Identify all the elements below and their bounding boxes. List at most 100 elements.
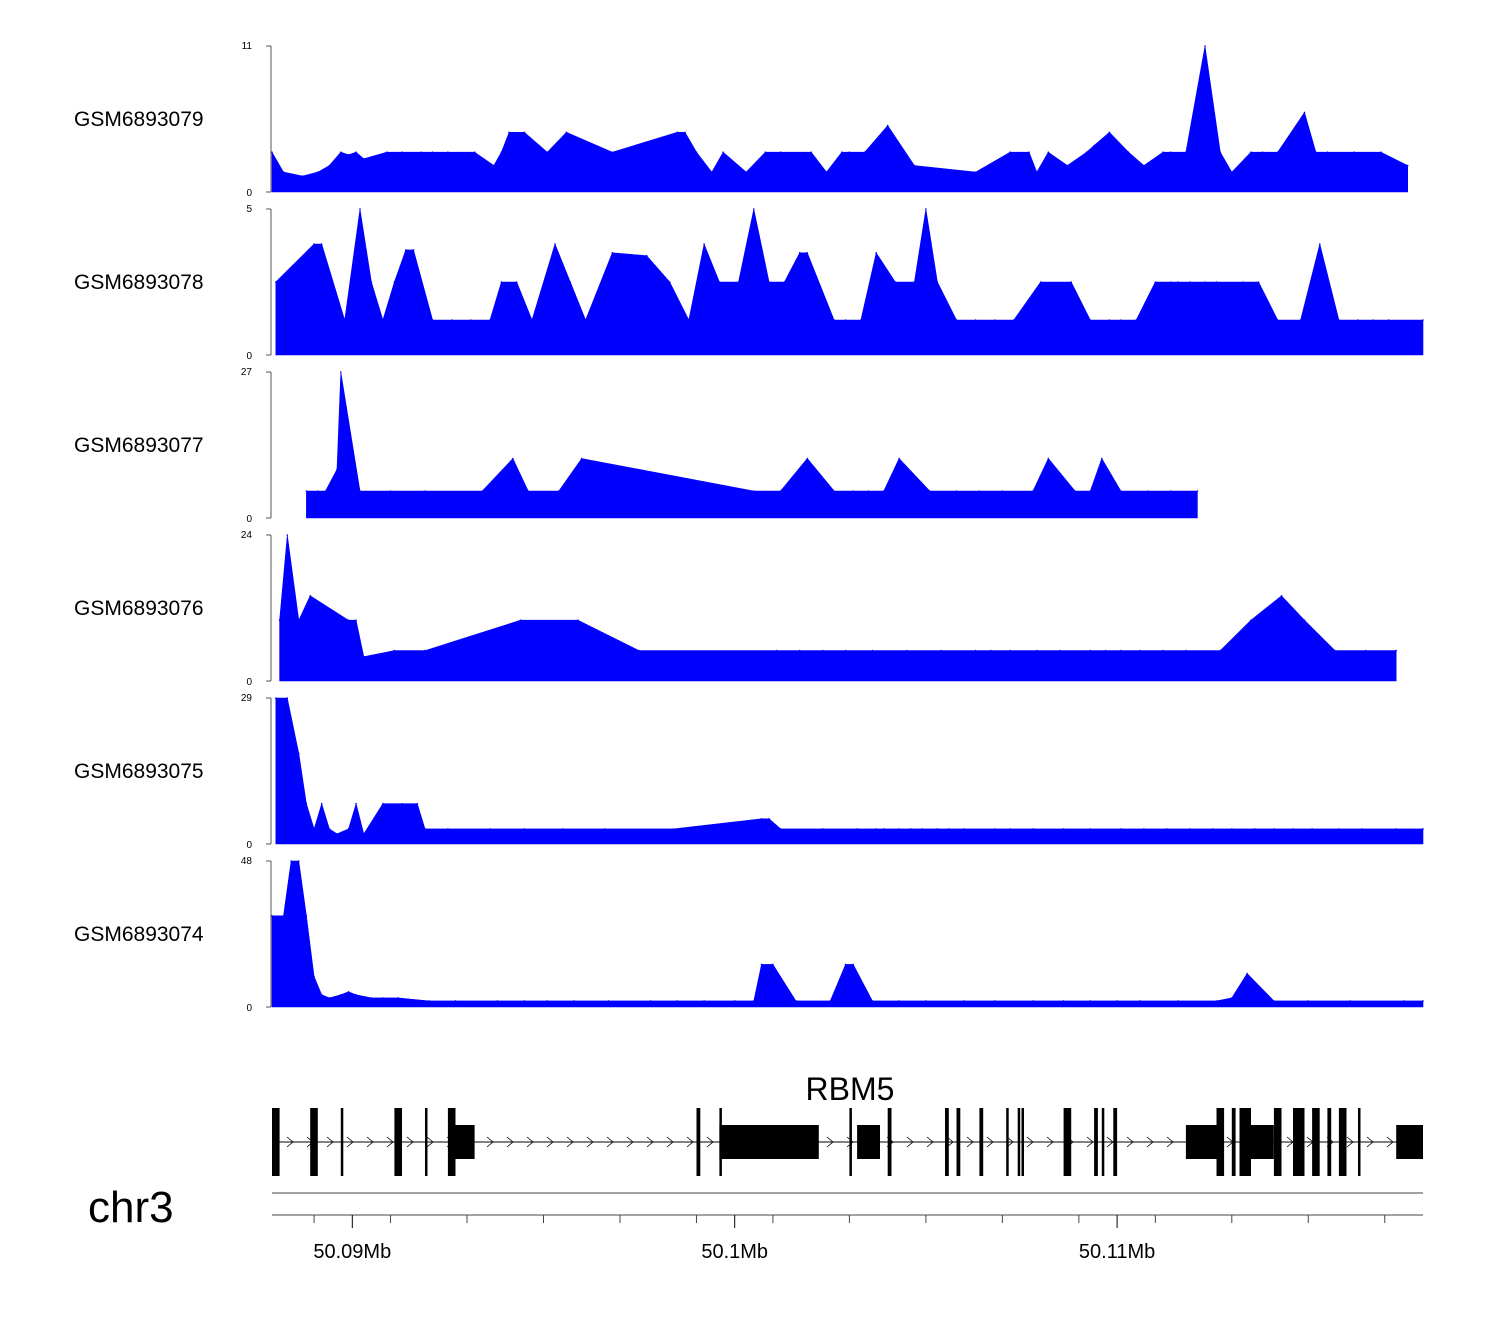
coverage-peak — [389, 490, 392, 492]
coverage-peak — [856, 828, 858, 830]
coverage-peak — [1326, 151, 1329, 153]
coverage-peak — [1250, 151, 1252, 153]
coverage-peak — [1188, 828, 1191, 830]
coverage-peak — [343, 319, 346, 321]
coverage-peak — [336, 833, 338, 835]
coverage-peak — [688, 319, 690, 321]
coverage-peak — [1188, 281, 1191, 283]
coverage-peak — [1311, 828, 1313, 830]
coverage-peak — [898, 828, 900, 830]
coverage-peak — [1085, 151, 1088, 153]
exon — [1273, 1108, 1282, 1176]
coverage-peak — [1422, 1000, 1424, 1002]
coverage-peak — [1403, 1000, 1405, 1002]
coverage-peak — [974, 649, 977, 652]
coverage-peak — [852, 963, 854, 966]
coverage-peak — [328, 164, 331, 167]
strand-arrow — [1366, 1136, 1374, 1148]
y-max-label: 11 — [242, 41, 253, 52]
exon — [1312, 1108, 1320, 1176]
coverage-peak — [1219, 151, 1222, 153]
coverage-peak — [1066, 164, 1069, 167]
coverage-peak — [584, 319, 587, 321]
coverage-peak — [1036, 171, 1038, 173]
exon — [1021, 1108, 1024, 1176]
coverage-peak — [764, 151, 767, 153]
coverage-peak — [580, 457, 583, 460]
coverage-peak — [1395, 649, 1397, 652]
axis-tick-label: 50.1Mb — [701, 1241, 768, 1263]
coverage-peak — [1177, 281, 1180, 283]
coverage-peak — [760, 818, 763, 820]
strand-arrow — [326, 1136, 334, 1148]
coverage-peak — [1185, 151, 1187, 153]
coverage-peak — [1185, 649, 1187, 652]
exon — [310, 1108, 318, 1176]
coverage-peak — [1204, 281, 1206, 283]
y-min-label: 0 — [246, 840, 252, 851]
coverage-peak — [993, 1000, 996, 1002]
coverage-peak — [561, 828, 564, 830]
coverage-peak — [1146, 490, 1149, 492]
exon — [455, 1125, 475, 1159]
exon — [1327, 1108, 1332, 1176]
coverage-peak — [328, 997, 331, 999]
coverage-peak — [1143, 828, 1145, 830]
coverage-peak — [324, 490, 327, 492]
strand-arrow — [1026, 1136, 1034, 1148]
coverage-peak — [370, 997, 373, 999]
coverage-peak — [424, 649, 426, 652]
coverage-peak — [776, 649, 778, 652]
coverage-peak — [852, 490, 854, 492]
coverage-peak — [974, 319, 977, 321]
coverage-peak — [1246, 972, 1248, 975]
coverage-peak — [565, 131, 568, 134]
strand-arrow — [906, 1136, 914, 1148]
coverage-peak — [1116, 1000, 1118, 1002]
coverage-peak — [645, 254, 648, 257]
coverage-peak — [370, 281, 373, 283]
coverage-peak — [844, 649, 847, 652]
coverage-peak — [1319, 243, 1321, 245]
coverage-peak — [531, 319, 533, 321]
coverage-peak — [753, 490, 755, 492]
coverage-peak — [810, 151, 812, 153]
coverage-peak — [546, 1000, 549, 1002]
coverage-peak — [672, 828, 675, 830]
strand-arrow — [286, 1136, 294, 1148]
coverage-peak — [722, 151, 724, 153]
track-label: GSM6893079 — [74, 108, 204, 131]
strand-arrow — [1146, 1136, 1154, 1148]
coverage-peak — [1089, 649, 1092, 652]
coverage-peak — [921, 828, 923, 830]
strand-arrow — [626, 1136, 634, 1148]
coverage-peak — [871, 649, 874, 652]
coverage-peak — [883, 490, 885, 492]
coverage-peak — [1062, 1000, 1065, 1002]
chromosome-label: chr3 — [88, 1183, 174, 1232]
coverage-peak — [340, 371, 342, 373]
coverage-peak — [844, 319, 847, 321]
strand-arrow — [1126, 1136, 1134, 1148]
exon — [1239, 1108, 1251, 1176]
exon — [857, 1125, 880, 1159]
coverage-peak — [898, 1000, 900, 1002]
track-GSM6893075: GSM6893075 29 0 — [74, 693, 1424, 851]
coverage-peak — [745, 171, 747, 173]
coverage-peak — [363, 655, 365, 658]
coverage-peak — [554, 243, 556, 245]
coverage-peak — [1101, 457, 1103, 460]
strand-arrow — [646, 1136, 654, 1148]
coverage-peak — [1280, 595, 1283, 597]
coverage-peak — [320, 802, 323, 805]
coverage-peak — [760, 963, 763, 966]
coverage-peak — [1013, 319, 1015, 321]
coverage-peak — [1009, 828, 1011, 830]
coverage-peak — [305, 802, 308, 805]
coverage-peak — [1009, 151, 1011, 153]
coverage-peak — [546, 151, 549, 153]
coverage-peak — [974, 171, 977, 173]
coverage-peak — [1032, 1000, 1034, 1002]
exon — [956, 1108, 961, 1176]
coverage-peak — [833, 319, 835, 321]
